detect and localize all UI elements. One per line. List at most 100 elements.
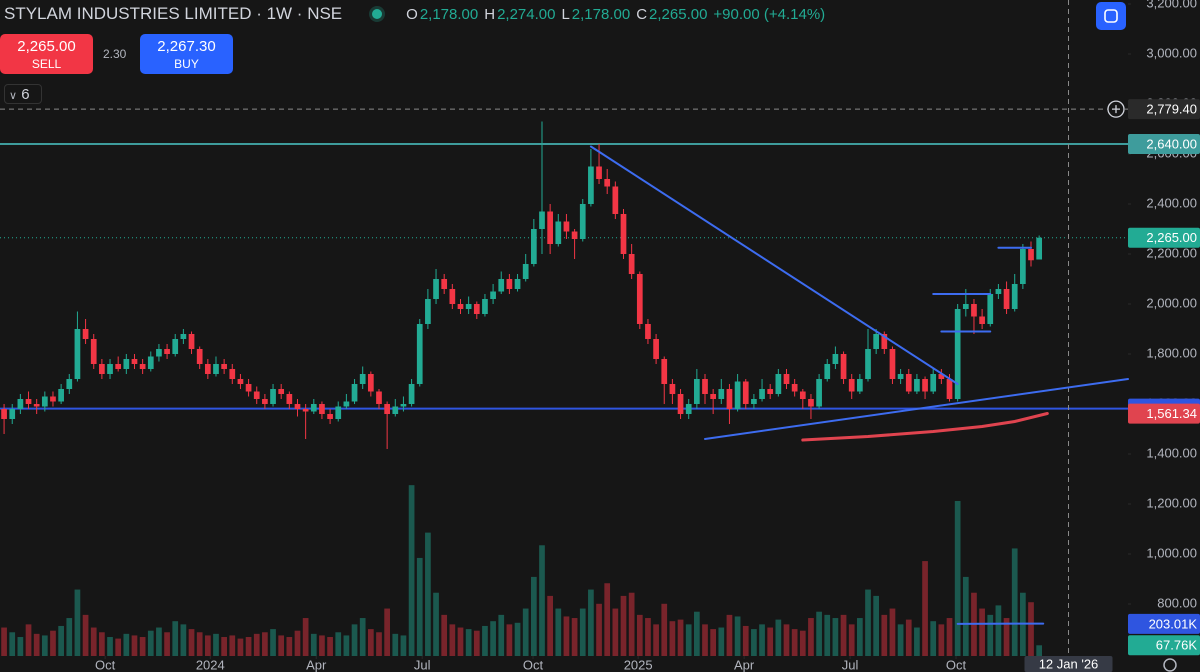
y-tick-label: 2,000.00 (1146, 295, 1197, 310)
volume-bar (718, 627, 725, 656)
volume-bar (759, 624, 765, 656)
volume-bar (139, 637, 146, 656)
candle-body (865, 349, 871, 379)
candle-body (400, 404, 407, 407)
volume-bar (237, 638, 244, 656)
candle-body (392, 406, 399, 414)
volume-bar (555, 608, 562, 656)
candle-body (343, 401, 350, 407)
app-icon[interactable] (1096, 2, 1126, 30)
candle-body (1, 409, 7, 419)
volume-bar (33, 633, 40, 656)
volume-bar (938, 624, 945, 656)
candle-body (147, 356, 154, 369)
volume-bar (359, 618, 366, 656)
volume-bar (164, 632, 170, 656)
candle-body (17, 399, 24, 409)
candle-body (327, 414, 333, 419)
candle-body (367, 374, 374, 392)
candle-body (799, 391, 806, 399)
ohlc-value: 2,274.00 (497, 5, 556, 23)
candle-body (914, 379, 920, 392)
candle-body (425, 299, 431, 324)
x-tick-label: Oct (523, 657, 544, 672)
candle-body (824, 364, 831, 379)
volume-bar (433, 592, 439, 656)
candle-body (995, 289, 1002, 294)
volume-bar (571, 618, 578, 656)
x-tick-label: Jul (842, 657, 859, 672)
candle-body (1036, 237, 1043, 260)
volume-bar (881, 614, 888, 656)
volume-bar (9, 632, 16, 656)
volume-bar (889, 608, 896, 656)
volume-bar (17, 637, 24, 656)
symbol-header: STYLAM INDUSTRIES LIMITED · 1W · NSE O 2,… (4, 4, 825, 24)
volume-bar (123, 633, 130, 656)
candle-body (294, 404, 301, 409)
candle-body (164, 349, 170, 354)
volume-bar (1011, 548, 1018, 656)
volume-bar (302, 618, 309, 656)
candle-body (1003, 289, 1010, 309)
candle-body (808, 399, 814, 407)
price-tag (1128, 403, 1200, 424)
volume-bar (816, 611, 822, 656)
candle-body (962, 304, 969, 309)
volume-bar (873, 595, 880, 656)
candle-body (1011, 284, 1018, 309)
candle-body (473, 304, 480, 314)
x-tick-label: Oct (946, 657, 967, 672)
candle-body (669, 384, 676, 394)
candle-body (718, 389, 725, 399)
candle-body (457, 304, 464, 309)
candle-body (408, 384, 415, 404)
buy-button[interactable]: 2,267.30 BUY (140, 34, 233, 74)
candle-body (376, 391, 382, 404)
volume-bar (1036, 645, 1043, 656)
y-tick-label: 3,000.00 (1146, 45, 1197, 60)
candle-body (604, 179, 611, 187)
volume-bar (669, 621, 676, 656)
trend-line (704, 378, 1129, 440)
volume-bar (905, 619, 912, 656)
volume-bar (962, 576, 969, 656)
candle-body (620, 214, 627, 254)
x-tick-label: Oct (95, 657, 116, 672)
volume-bar (408, 485, 415, 656)
candle-body (726, 389, 733, 409)
volume-bar (653, 624, 659, 656)
candle-body (335, 406, 342, 419)
volume-bar (930, 621, 937, 656)
candle-body (514, 279, 521, 289)
candle-body (302, 409, 309, 412)
volume-bar (563, 616, 570, 656)
volume-bar (979, 608, 985, 656)
volume-tag-label: 67.76K (1156, 638, 1198, 653)
candle-body (791, 384, 798, 392)
candle-body (384, 404, 390, 414)
indicators-toggle[interactable]: ∨ 6 (4, 84, 42, 104)
candle-body (987, 294, 994, 324)
y-tick-label: 3,200.00 (1146, 0, 1197, 10)
candle-body (571, 231, 578, 239)
candle-body (645, 324, 651, 339)
ohlc-key: C (636, 5, 648, 23)
candle-body (905, 374, 912, 392)
volume-bar (221, 637, 227, 656)
y-tick-label: 1,400.00 (1146, 445, 1197, 460)
candle-body (547, 211, 553, 244)
price-tag-label: 2,779.40 (1146, 102, 1197, 117)
price-tag (1128, 134, 1200, 154)
sell-button[interactable]: 2,265.00 SELL (0, 34, 93, 74)
volume-bar (693, 611, 700, 656)
candle-body (612, 186, 619, 214)
volume-bar (636, 614, 643, 656)
volume-bar (995, 605, 1002, 656)
candle-body (359, 374, 366, 384)
volume-bar (351, 624, 358, 656)
volume-bar (131, 635, 138, 656)
candle-body (433, 279, 439, 299)
